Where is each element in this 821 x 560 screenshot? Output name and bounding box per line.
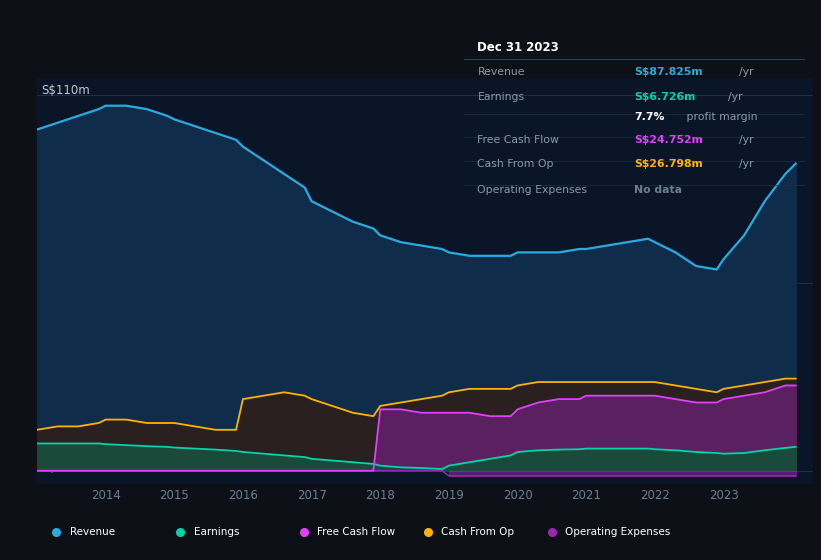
Text: Cash From Op: Cash From Op (478, 160, 554, 169)
Text: /yr: /yr (727, 92, 742, 102)
Text: /yr: /yr (739, 67, 754, 77)
Text: Free Cash Flow: Free Cash Flow (318, 528, 396, 537)
Text: Revenue: Revenue (478, 67, 525, 77)
Text: S$110m: S$110m (41, 85, 89, 97)
Text: 7.7%: 7.7% (635, 111, 665, 122)
Text: profit margin: profit margin (682, 111, 757, 122)
Text: Earnings: Earnings (194, 528, 239, 537)
Text: Revenue: Revenue (70, 528, 115, 537)
Text: No data: No data (635, 185, 682, 195)
Text: Operating Expenses: Operating Expenses (478, 185, 588, 195)
Text: S$87.825m: S$87.825m (635, 67, 703, 77)
Text: Free Cash Flow: Free Cash Flow (478, 136, 559, 146)
Text: /yr: /yr (739, 160, 754, 169)
Text: S$26.798m: S$26.798m (635, 160, 703, 169)
Text: Dec 31 2023: Dec 31 2023 (478, 41, 559, 54)
Text: S$0: S$0 (41, 461, 63, 474)
Text: /yr: /yr (739, 136, 754, 146)
Text: S$6.726m: S$6.726m (635, 92, 695, 102)
Text: Cash From Op: Cash From Op (442, 528, 515, 537)
Text: Earnings: Earnings (478, 92, 525, 102)
Text: Operating Expenses: Operating Expenses (566, 528, 671, 537)
Text: S$24.752m: S$24.752m (635, 136, 703, 146)
